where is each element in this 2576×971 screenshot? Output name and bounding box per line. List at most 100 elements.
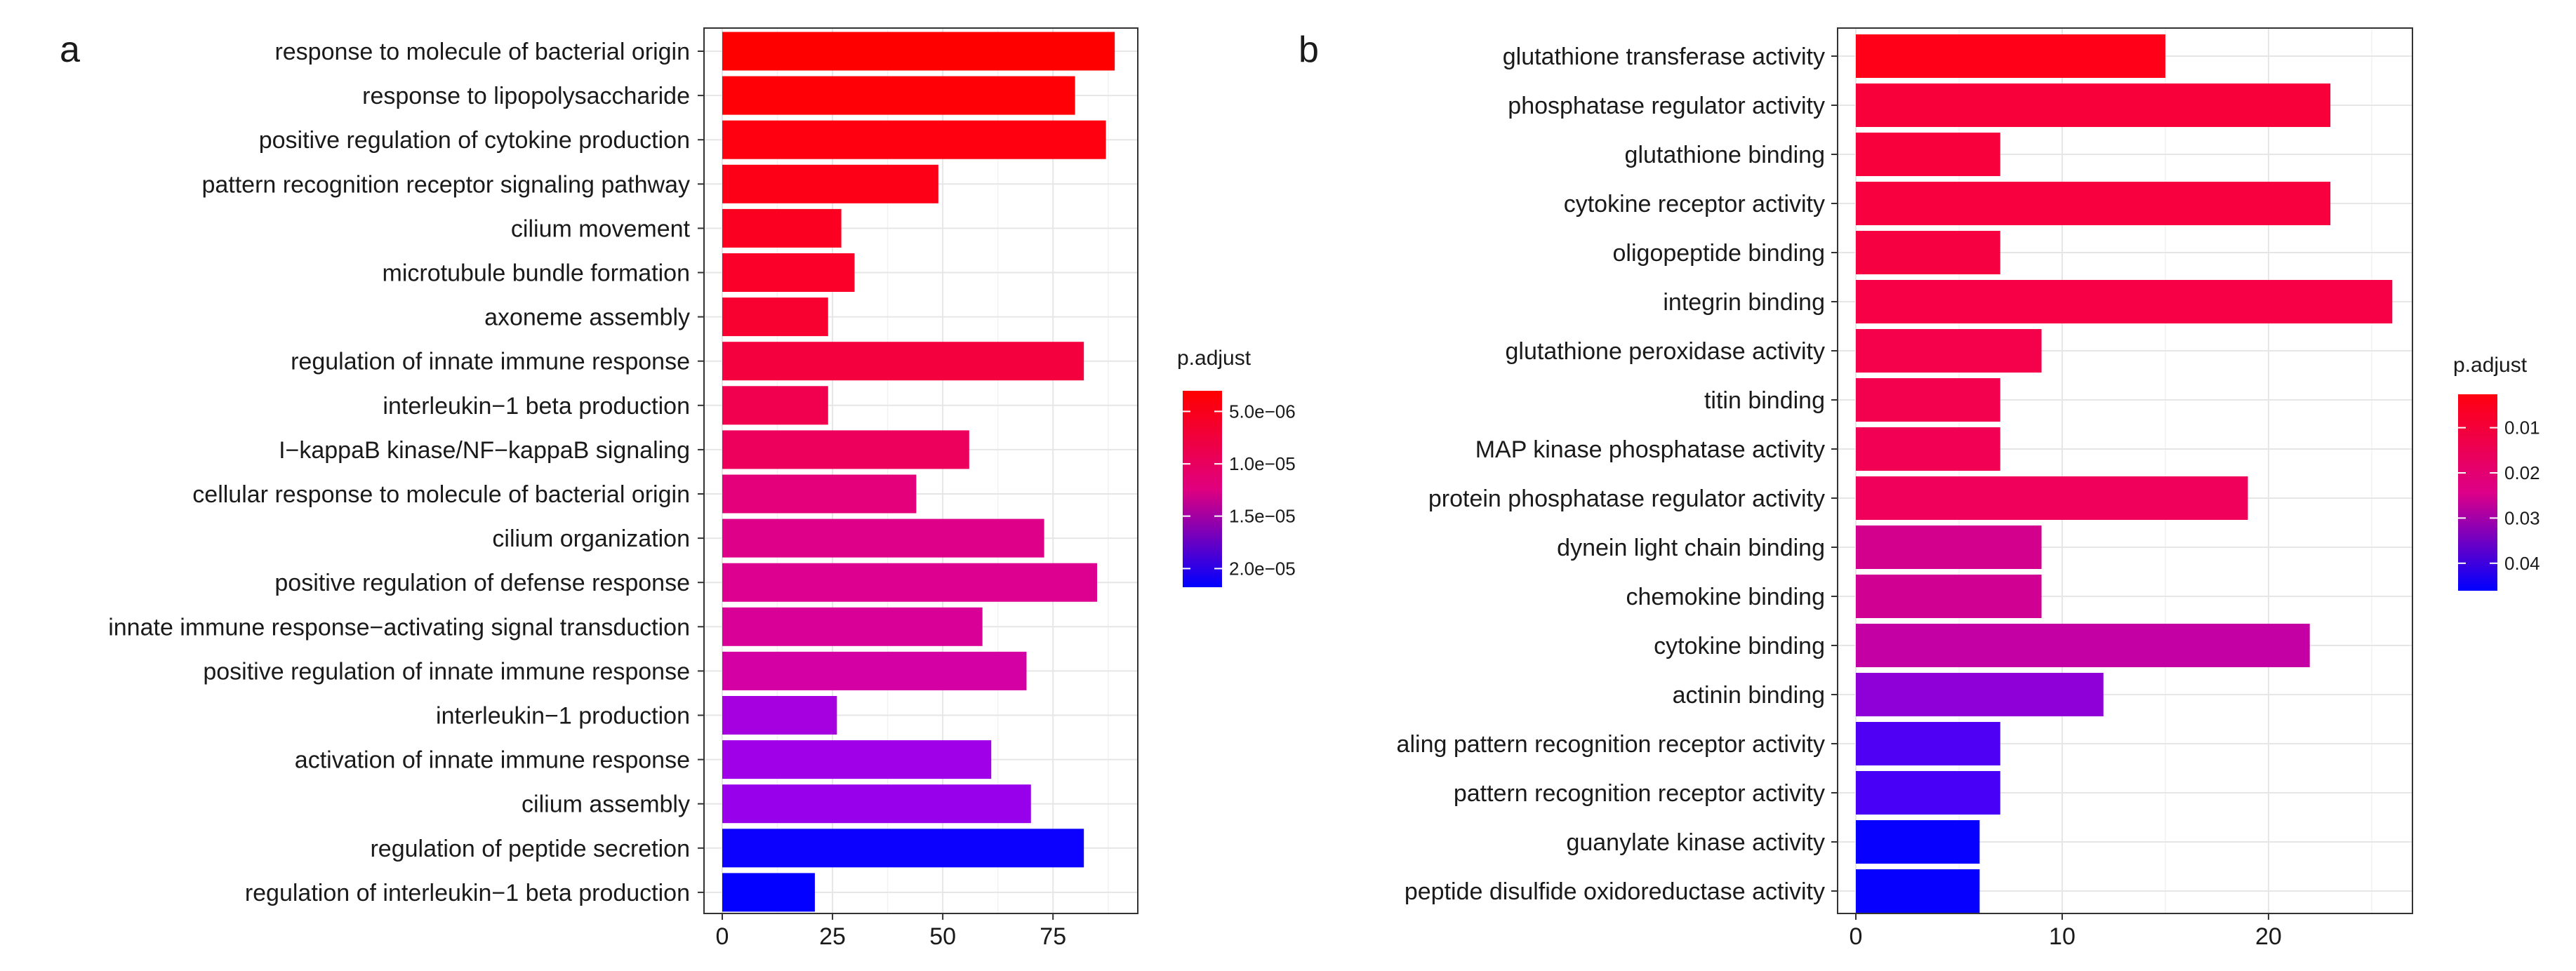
bar-pattern-recognition-receptor-signaling-pathway (722, 164, 938, 203)
legend-title-a: p.adjust (1177, 347, 1252, 370)
bar-cellular-response-to-molecule-of-bacterial-origin (722, 474, 917, 514)
bar-glutathione-peroxidase-activity (1856, 329, 2042, 373)
category-label: guanylate kinase activity (1566, 829, 1825, 856)
category-label: cilium movement (511, 215, 691, 242)
category-label: chemokine binding (1626, 584, 1825, 610)
category-label: integrin binding (1663, 289, 1825, 316)
bar-microtubule-bundle-formation (722, 253, 855, 292)
x-tick-label: 0 (1850, 923, 1863, 950)
bar-chemokine-binding (1856, 575, 2042, 618)
gridlines-a (704, 28, 1138, 913)
category-label: response to molecule of bacterial origin (274, 39, 690, 65)
legend-title-b: p.adjust (2453, 354, 2528, 377)
legend-tick-label: 0.03 (2504, 507, 2540, 528)
bars-a (722, 32, 1115, 912)
category-label: positive regulation of cytokine producti… (259, 127, 690, 154)
category-label: regulation of innate immune response (291, 349, 690, 375)
bar-activation-of-innate-immune-response (722, 740, 992, 779)
bar-cytokine-binding (1856, 624, 2310, 667)
bar-glutathione-transferase-activity (1856, 34, 2165, 78)
bar-map-kinase-phosphatase-activity (1856, 427, 2000, 471)
category-label: glutathione peroxidase activity (1506, 338, 1826, 365)
category-label: cellular response to molecule of bacteri… (192, 481, 690, 508)
bar-positive-regulation-of-innate-immune-response (722, 651, 1027, 690)
bar-cilium-organization (722, 518, 1044, 558)
panel-letter-a: a (60, 29, 80, 70)
legend-a: p.adjust 5.0e−06 1.0e−05 1.5e−05 2.0e−05 (1177, 347, 1296, 587)
category-label: titin binding (1704, 387, 1825, 414)
bar-cilium-movement (722, 208, 842, 248)
bar-titin-binding (1856, 378, 2000, 422)
category-label: oligopeptide binding (1613, 240, 1825, 267)
bar-cytokine-receptor-activity (1856, 182, 2331, 225)
bar-dynein-light-chain-binding (1856, 525, 2042, 569)
legend-tick-label: 1.5e−05 (1229, 506, 1296, 527)
legend-colorbar-a (1183, 391, 1222, 587)
x-tick-label: 10 (2049, 923, 2076, 950)
bar-interleukin-1-production (722, 696, 837, 735)
axis-ticks-b (1831, 55, 2269, 920)
bar-regulation-of-innate-immune-response (722, 342, 1084, 381)
plot-frame-a (703, 27, 1138, 914)
x-axis-labels-b: 0 10 20 (1850, 923, 2282, 950)
category-label: I−kappaB kinase/NF−kappaB signaling (279, 437, 690, 464)
bar-innate-immune-response-activating-signal-transduction (722, 607, 983, 646)
legend-tick-label: 0.02 (2504, 462, 2540, 483)
bar-positive-regulation-of-cytokine-production (722, 120, 1106, 159)
category-label: protein phosphatase regulator activity (1428, 486, 1825, 512)
x-tick-label: 50 (929, 923, 956, 950)
chart-panel-a: a response to molecule of bacterial orig… (60, 27, 1296, 950)
bar-aling-pattern-recognition-receptor-activity (1856, 722, 2000, 765)
category-label: regulation of interleukin−1 beta product… (245, 880, 690, 906)
bar-integrin-binding (1856, 280, 2393, 323)
plot-frame-b (1837, 27, 2413, 914)
category-label: glutathione binding (1625, 142, 1825, 168)
x-tick-label: 75 (1040, 923, 1066, 950)
axis-ticks-a (698, 51, 1054, 920)
bars-b (1856, 34, 2393, 913)
category-label: phosphatase regulator activity (1508, 93, 1825, 119)
bar-guanylate-kinase-activity (1856, 820, 1980, 864)
bar-axoneme-assembly (722, 297, 828, 337)
x-tick-label: 20 (2255, 923, 2282, 950)
category-label: response to lipopolysaccharide (362, 83, 690, 109)
category-label: MAP kinase phosphatase activity (1475, 436, 1825, 463)
legend-tick-label: 0.01 (2504, 417, 2540, 438)
legend-tick-label: 1.0e−05 (1229, 453, 1296, 474)
bar-regulation-of-interleukin-1-beta-production (722, 873, 815, 912)
legend-b: p.adjust 0.01 0.02 0.03 0.04 (2453, 354, 2540, 591)
category-label: innate immune response−activating signal… (108, 614, 690, 641)
bar-positive-regulation-of-defense-response (722, 563, 1098, 602)
category-label: interleukin−1 production (436, 703, 690, 730)
category-label: aling pattern recognition receptor activ… (1397, 731, 1825, 758)
bar-response-to-lipopolysaccharide (722, 76, 1075, 115)
bar-regulation-of-peptide-secretion (722, 829, 1084, 868)
bar-cilium-assembly (722, 784, 1031, 824)
bar-interleukin-1-beta-production (722, 386, 828, 425)
legend-tick-label: 2.0e−05 (1229, 558, 1296, 579)
category-label: positive regulation of defense response (274, 570, 690, 596)
x-tick-label: 25 (819, 923, 846, 950)
chart-panel-b: b glutathione transferase activity phosph… (1299, 27, 2540, 950)
x-tick-label: 0 (716, 923, 729, 950)
bar-peptide-disulfide-oxidoreductase-activity (1856, 869, 1980, 913)
x-axis-labels-a: 0 25 50 75 (716, 923, 1067, 950)
legend-tick-label: 5.0e−06 (1229, 401, 1296, 422)
legend-colorbar-b (2458, 394, 2497, 591)
bar-glutathione-binding (1856, 133, 2000, 176)
category-label: pattern recognition receptor signaling p… (201, 171, 690, 198)
legend-tick-label: 0.04 (2504, 553, 2540, 574)
category-label: cilium organization (492, 525, 690, 552)
bar-actinin-binding (1856, 673, 2104, 716)
plot-background (704, 28, 1138, 913)
category-label: activation of innate immune response (295, 747, 690, 774)
bar-protein-phosphatase-regulator-activity (1856, 476, 2248, 520)
bar-oligopeptide-binding (1856, 231, 2000, 274)
category-label: dynein light chain binding (1557, 535, 1825, 561)
category-label: positive regulation of innate immune res… (203, 658, 690, 685)
category-labels-b: glutathione transferase activity phosphat… (1397, 43, 1825, 905)
bar-response-to-molecule-of-bacterial-origin (722, 32, 1115, 71)
category-label: cilium assembly (522, 791, 690, 818)
bar-i-kappab-kinase-nf-kappab-signaling (722, 430, 969, 469)
